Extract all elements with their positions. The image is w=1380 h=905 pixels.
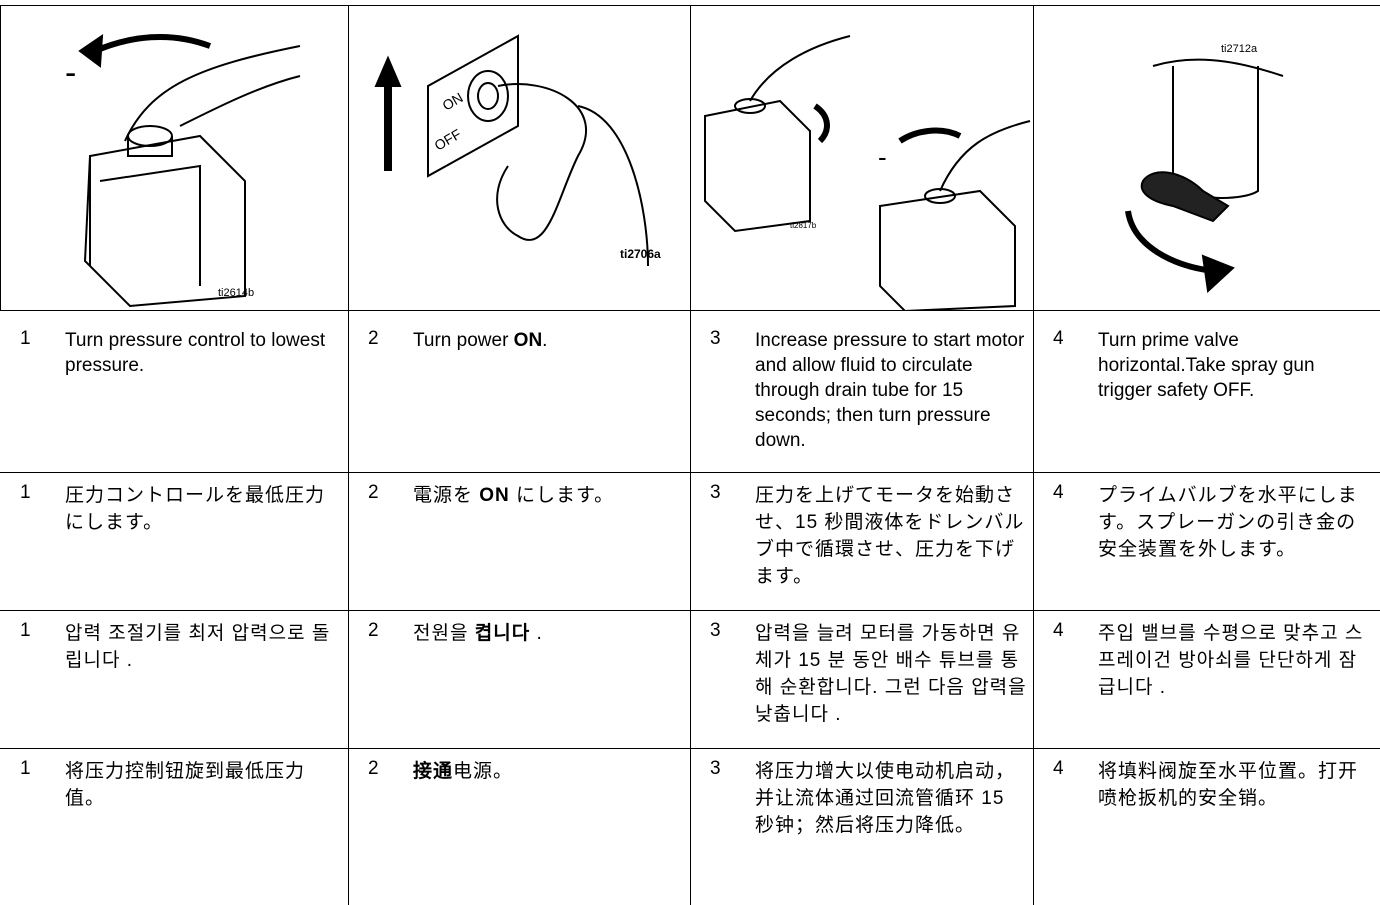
step-number: 4: [1053, 758, 1064, 779]
step-number: 1: [20, 620, 31, 641]
step-number: 3: [710, 482, 721, 503]
bold-text: 接通: [413, 761, 454, 782]
sign: -: [65, 54, 76, 92]
text-run: 주입 밸브를 수평으로 맞추고 스프레이건 방아쇠를 단단하게 잠급니다 .: [1098, 623, 1364, 698]
text-run: プライムバルブを水平にします。スプレーガンの引き金の安全装置を外します。: [1098, 485, 1358, 560]
step-text: 圧力を上げてモータを始動させ、15 秒間液体をドレンバルブ中で循環させ、圧力を下…: [755, 482, 1027, 590]
figure-id: ti2817b: [790, 221, 817, 230]
text-run: Increase pressure to start motor and all…: [755, 330, 1025, 451]
illustration: - ti2817b: [690, 6, 1033, 313]
text-run: 압력 조절기를 최저 압력으로 돌립니다 .: [65, 623, 331, 671]
drawing: ON OFF ti2706a: [374, 34, 661, 267]
text-run: 将填料阀旋至水平位置。打开喷枪扳机的安全销。: [1098, 761, 1359, 809]
step-number: 2: [368, 620, 379, 641]
text-run: 압력을 늘려 모터를 가동하면 유체가 15 분 동안 배수 튜브를 통해 순환…: [755, 623, 1027, 725]
step-text: 압력 조절기를 최저 압력으로 돌립니다 .: [65, 620, 337, 674]
step-text: 将填料阀旋至水平位置。打开喷枪扳机的安全销。: [1098, 758, 1370, 812]
step-text: 전원을 켭니다 .: [413, 620, 685, 647]
text-run: .: [530, 623, 543, 644]
step-number: 4: [1053, 482, 1064, 503]
step-text: Turn pressure control to lowest pressure…: [65, 328, 337, 378]
text-run: 将压力增大以使电动机启动，并让流体通过回流管循环 15 秒钟；然后将压力降低。: [755, 761, 1016, 836]
switch-off: OFF: [432, 126, 464, 154]
sign: -: [878, 142, 887, 172]
text-run: Turn prime valve horizontal.Take spray g…: [1098, 330, 1315, 401]
rule: [0, 5, 1, 310]
illustration: ON OFF ti2706a: [348, 6, 690, 310]
step-text: Turn prime valve horizontal.Take spray g…: [1098, 328, 1370, 403]
step-text: 圧力コントロールを最低圧力にします。: [65, 482, 337, 536]
figure-id: ti2706a: [620, 247, 661, 261]
step-text: 주입 밸브를 수평으로 맞추고 스프레이건 방아쇠를 단단하게 잠급니다 .: [1098, 620, 1370, 701]
step-number: 4: [1053, 620, 1064, 641]
step-text: 将压力控制钮旋到最低压力值。: [65, 758, 337, 812]
text-run: Turn pressure control to lowest pressure…: [65, 330, 326, 376]
drawing: ti2712a: [1125, 43, 1284, 294]
drawing: - ti2817b: [704, 35, 1031, 313]
text-run: Turn power: [413, 330, 514, 351]
figure-id: ti2712a: [1221, 43, 1258, 55]
step-text: Turn power ON.: [413, 328, 685, 353]
step-number: 2: [368, 758, 379, 779]
step-number: 3: [710, 620, 721, 641]
rule: [348, 5, 349, 905]
step-text: プライムバルブを水平にします。スプレーガンの引き金の安全装置を外します。: [1098, 482, 1370, 563]
illustration: - ti2614b: [0, 6, 348, 310]
text-run: にします。: [509, 485, 615, 506]
bold-text: ON: [479, 485, 510, 506]
text-run: 圧力コントロールを最低圧力にします。: [65, 485, 326, 533]
figure-id: ti2614b: [218, 287, 254, 299]
drawing: - ti2614b: [65, 33, 301, 308]
text-run: 電源を: [413, 485, 480, 506]
switch-on: ON: [440, 89, 466, 113]
step-number: 2: [368, 482, 379, 503]
step-text: Increase pressure to start motor and all…: [755, 328, 1027, 453]
rule: [1033, 5, 1034, 905]
illustration: ti2712a: [1033, 6, 1380, 310]
bold-text: 켭니다: [474, 623, 531, 644]
step-number: 4: [1053, 328, 1064, 349]
step-text: 압력을 늘려 모터를 가동하면 유체가 15 분 동안 배수 튜브를 통해 순환…: [755, 620, 1027, 728]
rule: [690, 5, 691, 905]
text-run: .: [542, 330, 548, 351]
step-text: 接通电源。: [413, 758, 685, 785]
step-number: 3: [710, 328, 721, 349]
step-number: 2: [368, 328, 379, 349]
text-run: 전원을: [413, 623, 475, 644]
text-run: 圧力を上げてモータを始動させ、15 秒間液体をドレンバルブ中で循環させ、圧力を下…: [755, 485, 1025, 587]
step-text: 将压力增大以使电动机启动，并让流体通过回流管循环 15 秒钟；然后将压力降低。: [755, 758, 1027, 839]
text-run: 将压力控制钮旋到最低压力值。: [65, 761, 306, 809]
step-number: 1: [20, 328, 31, 349]
step-number: 1: [20, 758, 31, 779]
step-number: 1: [20, 482, 31, 503]
step-number: 3: [710, 758, 721, 779]
bold-text: ON: [513, 330, 543, 351]
step-text: 電源を ON にします。: [413, 482, 685, 509]
text-run: 电源。: [453, 761, 514, 782]
